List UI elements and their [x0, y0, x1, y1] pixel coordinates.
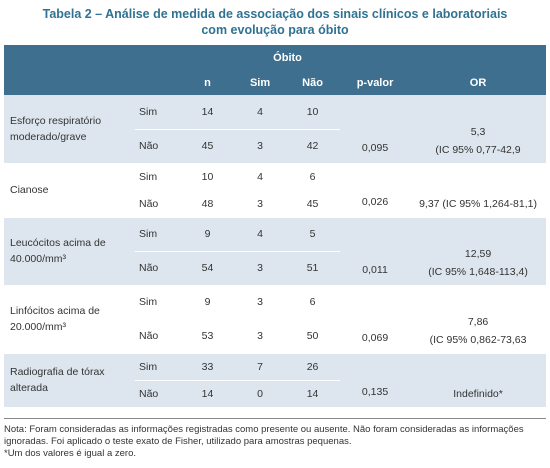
row-label: Linfócitos acima de 20.000/mm³: [4, 285, 135, 354]
p-value: 0,011: [340, 217, 411, 286]
header-cell: Óbito: [235, 45, 341, 70]
cell: 48: [180, 190, 236, 218]
table-row: Radiografia de tórax alterada Sim 33 7 26 0,1…: [4, 353, 547, 408]
header-cell: [4, 45, 236, 70]
cell: 51: [285, 251, 341, 286]
cell: 3: [235, 285, 286, 320]
row-group: Cianose Sim 10 4 6 0,026 9,37 (IC 95% 1,264-81…: [4, 163, 547, 218]
cell: 4: [235, 217, 286, 252]
sub-label: Sim: [135, 163, 180, 191]
odds-ratio-line: 12,59: [464, 247, 492, 260]
title-text: Tabela 2 – Análise de medida de associaç…: [42, 7, 508, 37]
cell: 26: [285, 353, 341, 381]
title: Tabela 2 – Análise de medida de associaç…: [0, 6, 550, 38]
cell: 45: [180, 129, 236, 164]
cell: 54: [180, 251, 236, 286]
table-row: Não 48 3 45: [4, 190, 546, 218]
p-value: 0,026: [340, 163, 411, 218]
sub-label: Não: [135, 319, 180, 354]
odds-ratio-line: 5,3: [470, 125, 486, 138]
notes: Nota: Foram consideradas as informações …: [4, 424, 546, 460]
odds-ratio: 12,59 (IC 95% 1,648-113,4): [410, 217, 547, 286]
odds-ratio: 9,37 (IC 95% 1,264-81,1): [410, 163, 547, 218]
header-cell: n: [180, 70, 236, 95]
cell: 3: [235, 319, 286, 354]
odds-ratio-line: 9,37 (IC 95% 1,264-81,1): [419, 197, 537, 210]
sub-label: Não: [135, 129, 180, 164]
table-row: Linfócitos acima de 20.000/mm³ Sim 9 3 6 0,06…: [4, 285, 547, 354]
header-cell: [340, 45, 547, 70]
row-label: Esforço respiratório moderado/grave: [4, 95, 135, 164]
cell: 3: [235, 251, 286, 286]
cell: 50: [285, 319, 341, 354]
cell: 45: [285, 190, 341, 218]
note: *Um dos valores é igual a zero.: [4, 448, 137, 459]
sub-label: Não: [135, 190, 180, 218]
row-label: Cianose: [4, 163, 135, 218]
header-cell: Não: [285, 70, 341, 95]
header-cell: [4, 70, 180, 95]
sub-label: Não: [135, 251, 180, 286]
cell: 0: [235, 380, 286, 408]
cell: 3: [235, 190, 286, 218]
sub-label: Sim: [135, 285, 180, 320]
table-row: Esforço respiratório moderado/grave Sim 14…: [4, 95, 547, 164]
cell: 6: [285, 163, 341, 191]
odds-ratio-line: Indefinido*: [453, 387, 503, 400]
table-row: Não 54 3 51: [4, 251, 546, 286]
odds-ratio-line: 7,86: [467, 315, 489, 328]
cell: 7: [235, 353, 286, 381]
cell: 53: [180, 319, 236, 354]
row-label: Radiografia de tórax alterada: [4, 353, 135, 408]
row-group: Leucócitos acima de 40.000/mm³ Sim 9 4 5 0,01…: [4, 217, 547, 286]
row-group: Esforço respiratório moderado/grave Sim 14…: [4, 95, 547, 164]
cell: 14: [180, 380, 236, 408]
cell: 4: [235, 163, 286, 191]
cell: 9: [180, 285, 236, 320]
header-cell: OR: [410, 70, 547, 95]
cell: 10: [285, 95, 341, 130]
p-value: 0,135: [340, 353, 411, 408]
sub-label: Sim: [135, 353, 180, 381]
table-row: Leucócitos acima de 40.000/mm³ Sim 9 4 5 0,01…: [4, 217, 547, 286]
odds-ratio-line: (IC 95% 0,862-73,63: [429, 333, 527, 346]
row-group: Linfócitos acima de 20.000/mm³ Sim 9 3 6 0,06…: [4, 285, 547, 354]
cell: 5: [285, 217, 341, 252]
row-group: Radiografia de tórax alterada Sim 33 7 26 0,1…: [4, 353, 547, 408]
cell: 33: [180, 353, 236, 381]
odds-ratio-line: (IC 95% 1,648-113,4): [428, 265, 528, 278]
cell: 14: [180, 95, 236, 130]
table-row: Não 53 3 50: [4, 319, 546, 354]
cell: 10: [180, 163, 236, 191]
odds-ratio: Indefinido*: [410, 353, 547, 408]
cell: 14: [285, 380, 341, 408]
table-row: Cianose Sim 10 4 6 0,026 9,37 (IC 95% 1,264-81…: [4, 163, 547, 218]
sub-label: Sim: [135, 95, 180, 130]
odds-ratio: 7,86 (IC 95% 0,862-73,63: [410, 285, 547, 354]
p-value: 0,069: [340, 285, 411, 354]
sub-label: Sim: [135, 217, 180, 252]
cell: 4: [235, 95, 286, 130]
divider: [4, 418, 546, 419]
odds-ratio-line: (IC 95% 0,77-42,9: [435, 143, 521, 156]
header-row: n Sim Não p-valor OR: [4, 70, 547, 95]
header-cell: p-valor: [340, 70, 411, 95]
table: Óbito n Sim Não p-valor OR Esforço respirató…: [4, 45, 547, 408]
cell: 9: [180, 217, 236, 252]
cell: 3: [235, 129, 286, 164]
header-row: Óbito: [4, 45, 547, 70]
row-label: Leucócitos acima de 40.000/mm³: [4, 217, 135, 286]
odds-ratio: 5,3 (IC 95% 0,77-42,9: [410, 95, 547, 164]
cell: 42: [285, 129, 341, 164]
table-row: Não 14 0 14: [4, 380, 546, 408]
cell: 6: [285, 285, 341, 320]
note: Nota: Foram consideradas as informações …: [4, 424, 524, 447]
table-row: Não 45 3 42: [4, 129, 546, 164]
header-cell: Sim: [235, 70, 286, 95]
p-value: 0,095: [340, 95, 411, 164]
sub-label: Não: [135, 380, 180, 408]
